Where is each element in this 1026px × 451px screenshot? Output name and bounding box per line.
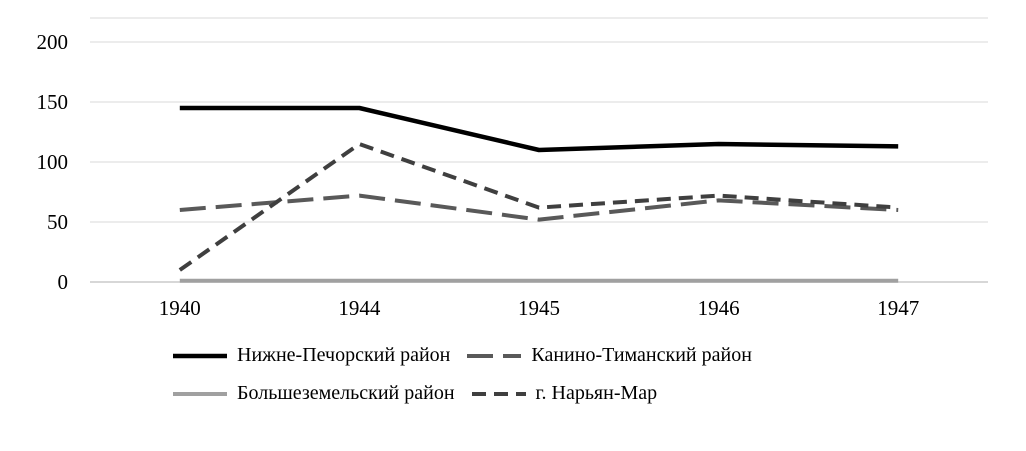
legend-item-kanino-timansky: Канино-Тиманский район (466, 344, 752, 367)
legend-label: Нижне-Печорский район (237, 344, 451, 366)
y-tick-label: 150 (37, 90, 69, 114)
x-tick-label: 1947 (877, 296, 919, 320)
legend-row-1: Нижне-Печорский район Канино-Тиманский р… (172, 344, 752, 367)
y-tick-label: 0 (58, 270, 69, 294)
legend-label: г. Нарьян-Мар (535, 382, 658, 404)
legend: Нижне-Печорский район Канино-Тиманский р… (172, 344, 752, 405)
legend-label: Большеземельский район (237, 382, 455, 404)
x-tick-label: 1946 (698, 296, 740, 320)
long-dash-gray-line-sample-icon (467, 353, 522, 358)
x-tick-label: 1944 (338, 296, 381, 320)
legend-item-naryan-mar: г. Нарьян-Мар (471, 382, 658, 405)
legend-item-nizhne-pechorsky: Нижне-Печорский район (172, 344, 450, 367)
dashed-dark-line-sample-icon (471, 391, 526, 396)
solid-gray-line-sample-icon (173, 391, 227, 396)
legend-row-2: Большеземельский район г. Нарьян-Мар (172, 382, 752, 405)
y-tick-label: 100 (37, 150, 69, 174)
solid-black-line-sample-icon (173, 353, 227, 358)
legend-label: Канино-Тиманский район (531, 344, 752, 366)
x-tick-label: 1945 (518, 296, 560, 320)
series-line-0 (179, 105, 899, 153)
y-tick-label: 200 (37, 30, 69, 54)
series-line-3 (178, 142, 899, 272)
legend-item-bolshezemelsky: Большеземельский район (172, 382, 455, 405)
y-tick-label: 50 (47, 210, 68, 234)
x-tick-label: 1940 (159, 296, 201, 320)
plot-area: 0 50 100 150 200 1940 1944 1945 1946 1947 (37, 17, 988, 320)
series-line-1 (179, 193, 899, 222)
